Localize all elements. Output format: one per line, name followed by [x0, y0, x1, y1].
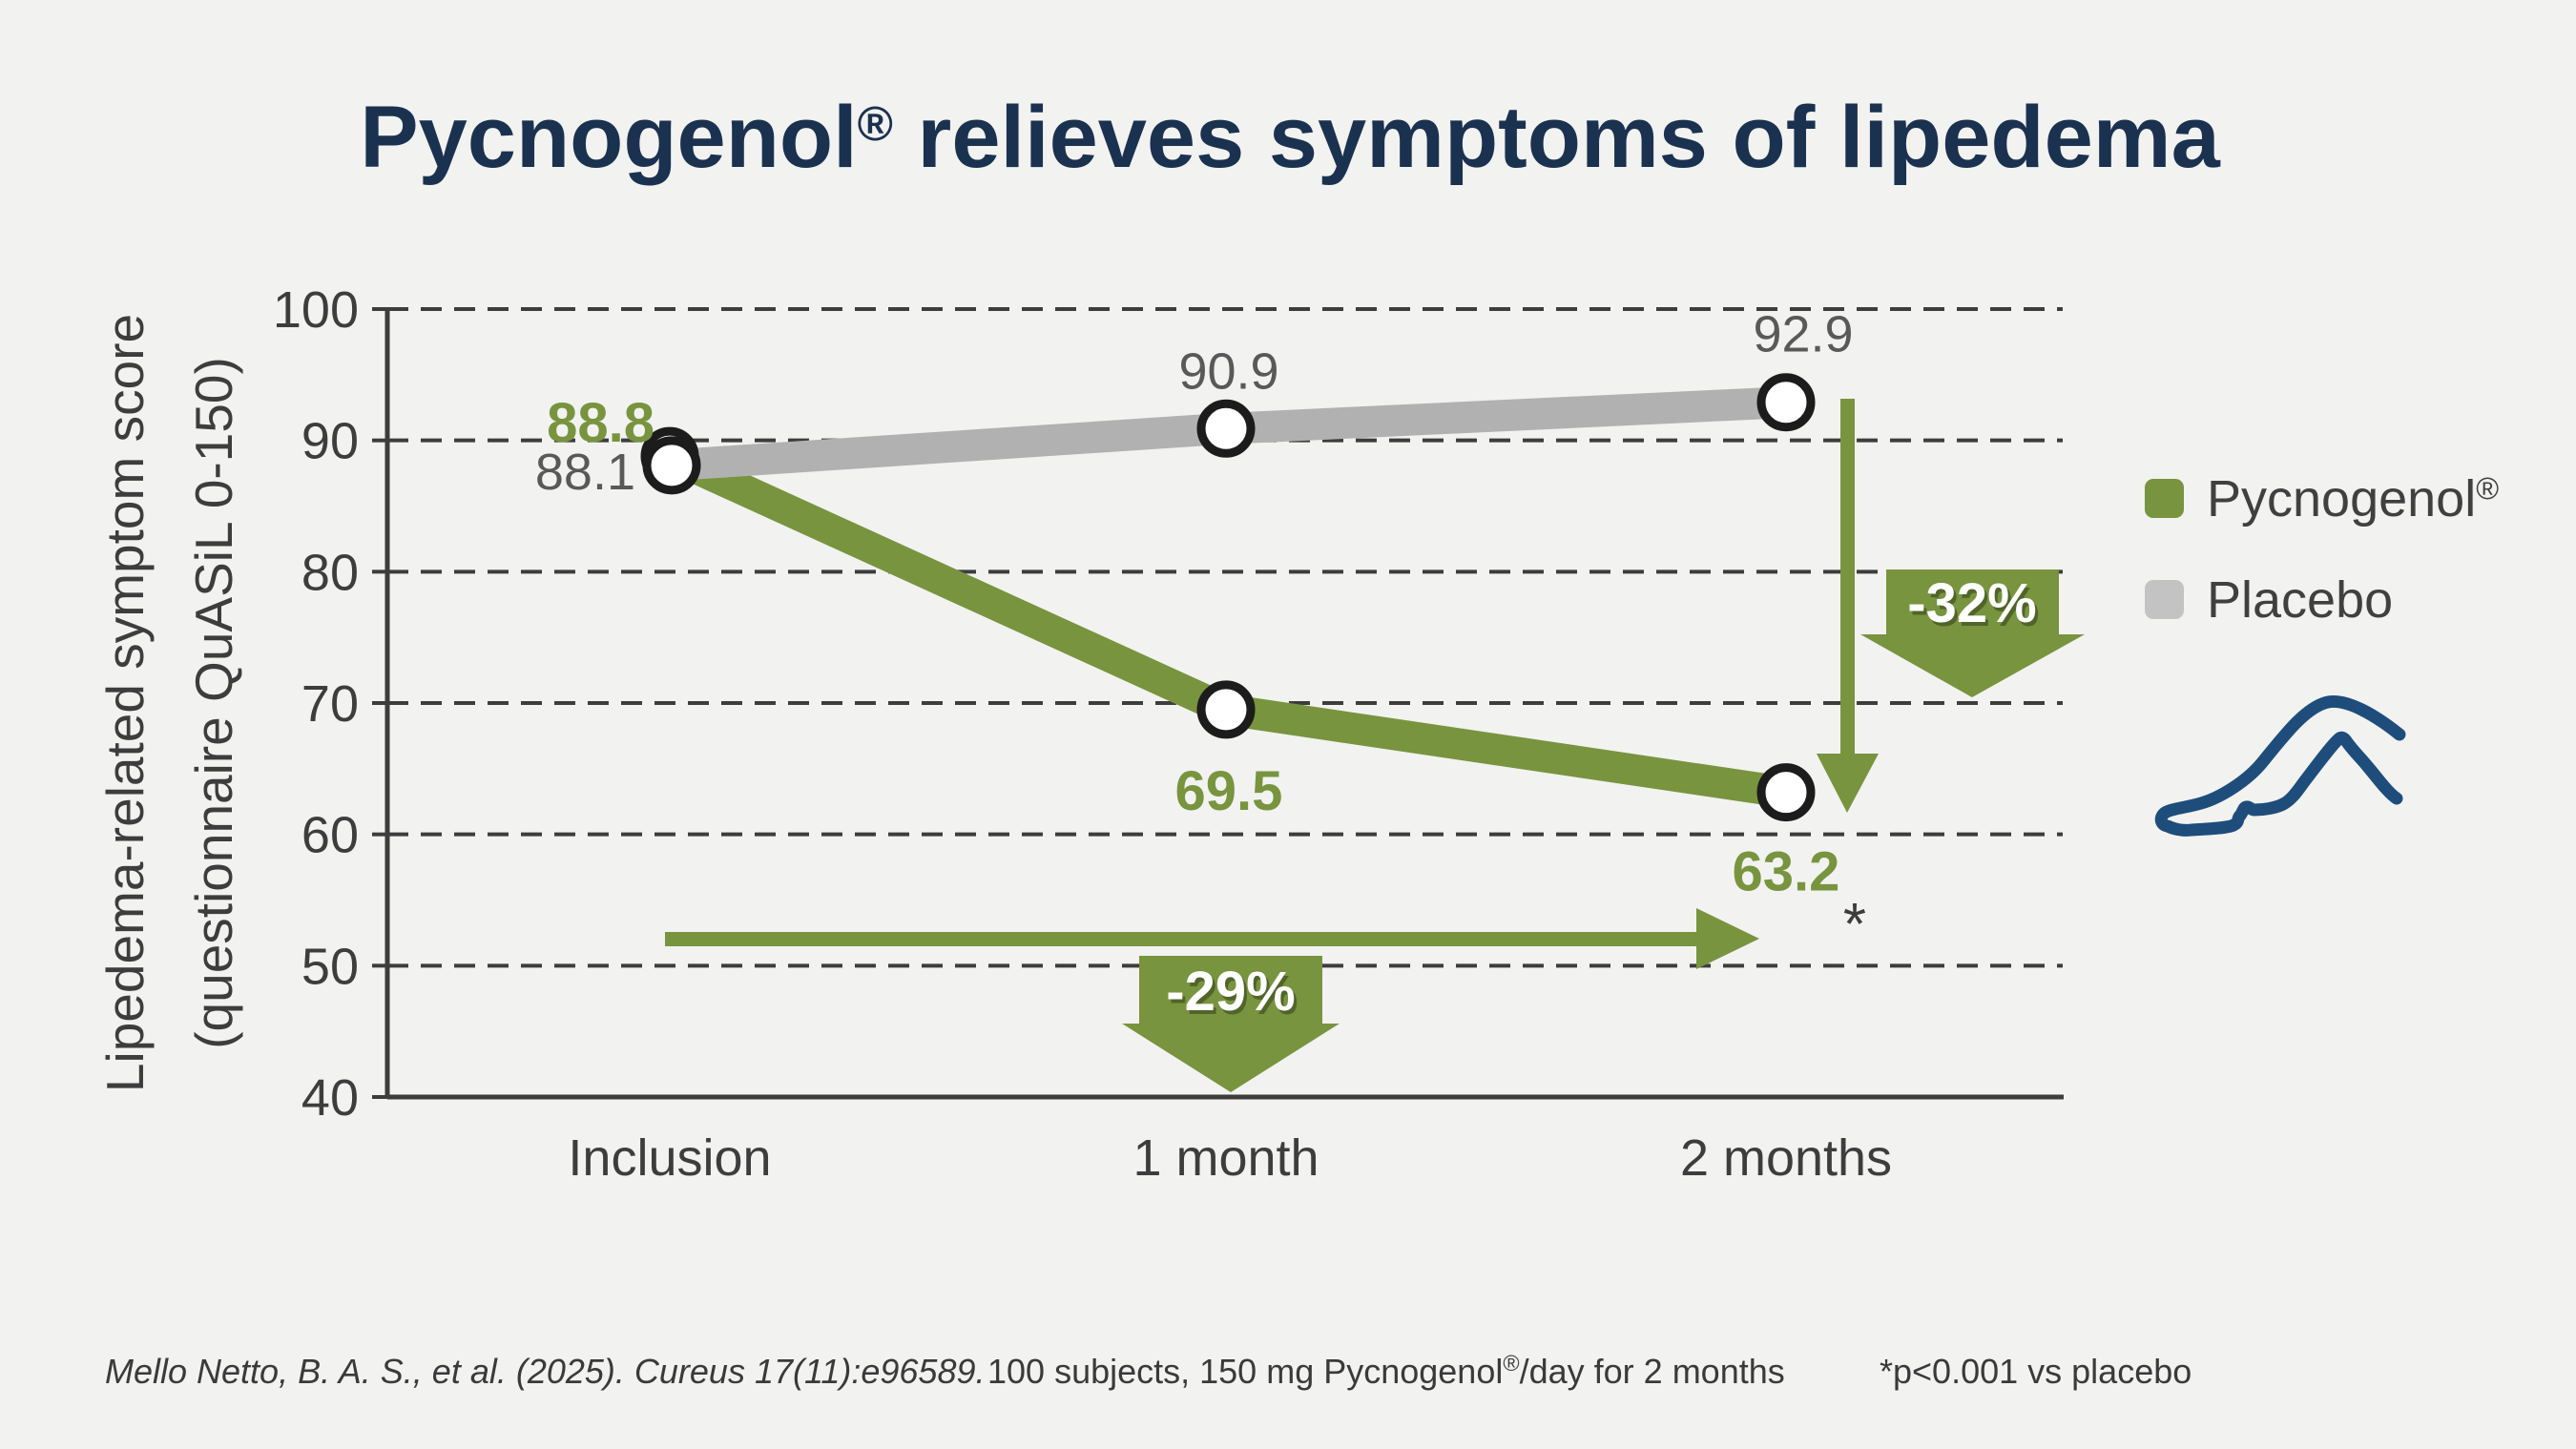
value-label-pycnogenol-1: 69.5: [1175, 760, 1283, 822]
series-lines: 88.8 69.5 63.2 88.1 90.9 92.9: [535, 306, 1854, 903]
marker-pycnogenol-2: [1756, 763, 1816, 822]
pct-29-shadow: -29%: [1169, 964, 1298, 1026]
footer-study-details: 100 subjects, 150 mg Pycnogenol®/day for…: [987, 1351, 1785, 1391]
leg-icon: [2154, 694, 2406, 837]
legend-label-placebo: Placebo: [2207, 571, 2393, 629]
page-title: Pycnogenol® relieves symptoms of lipedem…: [360, 89, 2220, 186]
x-label-2: 2 months: [1680, 1129, 1892, 1187]
pct-32-block-arrow: -32% -32%: [1860, 569, 2085, 697]
significance-asterisk: *: [1843, 892, 1866, 958]
value-label-pycnogenol-0: 88.8: [547, 392, 654, 454]
y-tick-label-70: 70: [301, 675, 359, 733]
value-label-placebo-1: 90.9: [1178, 342, 1278, 400]
y-tick-label-50: 50: [301, 938, 359, 995]
value-label-pycnogenol-2: 63.2: [1733, 841, 1840, 903]
footer: Mello Netto, B. A. S., et al. (2025). Cu…: [105, 1351, 2192, 1391]
legend: Pycnogenol® Placebo: [2145, 470, 2499, 629]
x-label-0: Inclusion: [568, 1129, 771, 1187]
pct-32-label: -32%: [1907, 572, 2036, 634]
difference-arrow: [1817, 399, 1879, 813]
marker-placebo-1: [1196, 399, 1256, 458]
y-axis-label: Lipedema-related symptom score (question…: [95, 314, 243, 1092]
y-tick-label-90: 90: [301, 413, 359, 470]
footer-citation: Mello Netto, B. A. S., et al. (2025). Cu…: [105, 1352, 985, 1391]
legend-swatch-placebo: [2145, 580, 2184, 619]
legend-swatch-pycnogenol: [2145, 479, 2184, 518]
pct-29-label: -29%: [1166, 961, 1295, 1023]
marker-placebo-2: [1756, 373, 1816, 432]
value-label-placebo-2: 92.9: [1753, 306, 1853, 363]
marker-pycnogenol-1: [1196, 680, 1256, 739]
y-tick-label-60: 60: [301, 807, 359, 864]
duration-arrow: [665, 908, 1759, 969]
pct-29-block-arrow: -29% -29%: [1122, 956, 1340, 1092]
y-tick-label-80: 80: [301, 544, 359, 601]
y-axis-label-line1: Lipedema-related symptom score: [95, 314, 155, 1092]
footer-significance-note: *p<0.001 vs placebo: [1880, 1352, 2192, 1391]
y-axis-label-line2: (questionnaire QuASiL 0-150): [184, 357, 243, 1049]
x-axis-labels: Inclusion 1 month 2 months: [568, 1129, 1892, 1187]
value-label-placebo-0: 88.1: [535, 444, 635, 501]
legend-label-pycnogenol: Pycnogenol®: [2207, 470, 2499, 528]
y-tick-label-100: 100: [273, 281, 359, 339]
pct-32-shadow: -32%: [1910, 576, 2039, 638]
y-axis-ticks: 100 90 80 70 60 50 40: [273, 281, 387, 1127]
x-label-1: 1 month: [1132, 1129, 1319, 1187]
marker-placebo-0: [642, 436, 701, 495]
y-tick-label-40: 40: [301, 1069, 359, 1127]
